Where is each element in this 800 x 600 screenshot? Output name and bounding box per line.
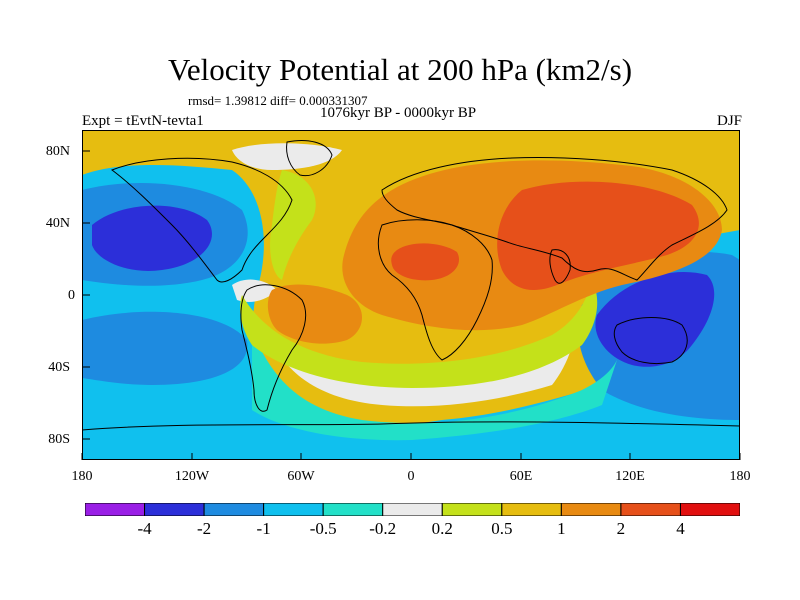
colorbar <box>85 503 740 516</box>
period-text: 1076kyr BP - 0000kyr BP <box>320 105 477 121</box>
lat-label-80s: 80S <box>48 432 70 447</box>
colorbar-label: 4 <box>676 519 685 538</box>
colorbar-label: 0.5 <box>491 519 513 538</box>
coast-antarctica <box>82 421 740 431</box>
field-red-africa <box>391 243 460 281</box>
colorbar-label: -0.5 <box>309 519 337 538</box>
colorbar-label: -2 <box>196 519 212 538</box>
colorbar-label: -4 <box>137 519 152 538</box>
lon-label-180e: 180 <box>729 469 751 484</box>
coast-south-america <box>240 284 307 412</box>
field-grey-south-atlantic <box>272 315 577 407</box>
stats-text: rmsd= 1.39812 diff= 0.000331307 <box>188 93 368 108</box>
lat-label-80n: 80N <box>45 144 70 159</box>
coast-greenland <box>286 140 333 177</box>
coast-australia <box>613 317 688 365</box>
field-blue-south-pacific <box>82 311 248 385</box>
colorbar-label: 1 <box>557 519 566 538</box>
colorbar-swatch <box>501 503 562 516</box>
experiment-label: Expt = tEvtN-tevta1 <box>82 113 204 129</box>
colorbar-swatch <box>85 503 146 516</box>
colorbar-label: -1 <box>256 519 271 538</box>
velocity-potential-map <box>82 130 740 460</box>
colorbar-swatch <box>620 503 681 516</box>
colorbar-swatch <box>441 503 503 516</box>
colorbar-label: -0.2 <box>369 519 397 538</box>
lat-label-40n: 40N <box>45 216 70 231</box>
colorbar-swatch <box>263 503 324 516</box>
chart-title: Velocity Potential at 200 hPa (km2/s) <box>167 52 633 87</box>
coast-africa <box>377 219 493 361</box>
lat-label-40s: 40S <box>48 360 70 375</box>
lon-label-60w: 60W <box>287 469 315 484</box>
lon-label-180w: 180 <box>71 469 93 484</box>
lon-label-60e: 60E <box>509 469 533 484</box>
field-red-asia <box>497 181 699 290</box>
colorbar-swatch <box>679 503 740 516</box>
colorbar-label: 0.2 <box>431 519 453 538</box>
colorbar-label: 2 <box>616 519 626 538</box>
field-blue-dark-north-pacific <box>92 205 212 271</box>
lon-label-120w: 120W <box>174 469 210 484</box>
field-teal-south <box>252 330 617 441</box>
colorbar-swatch <box>144 503 205 516</box>
lat-label-0: 0 <box>68 288 75 303</box>
colorbar-swatch <box>203 503 265 516</box>
colorbar-swatch <box>382 503 443 516</box>
colorbar-swatch <box>322 503 384 516</box>
field-grey-arctic <box>232 143 342 170</box>
field-blue-dark-indonesia <box>595 271 715 367</box>
lon-label-0: 0 <box>407 469 415 484</box>
field-orange-south-america <box>267 284 362 344</box>
lon-label-120e: 120E <box>615 469 645 484</box>
coastlines <box>82 140 740 431</box>
coast-india <box>549 249 571 284</box>
coast-north-america <box>110 157 293 283</box>
colorbar-swatch <box>560 503 622 516</box>
season-label: DJF <box>716 113 742 129</box>
